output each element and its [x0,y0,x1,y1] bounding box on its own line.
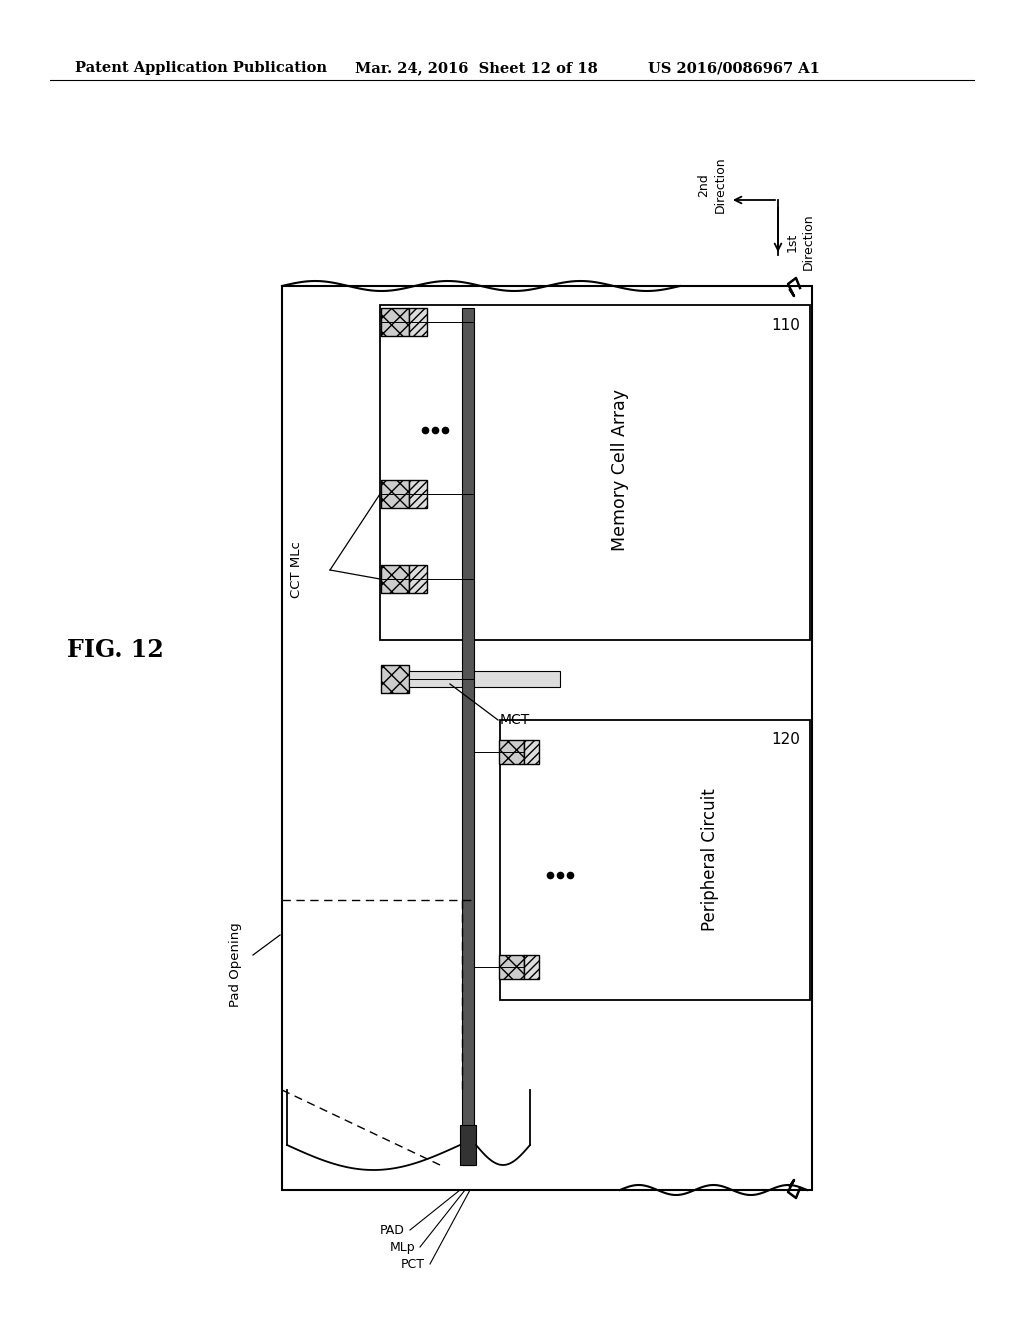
Bar [381,308,409,337]
Text: Memory Cell Array: Memory Cell Array [611,389,629,550]
Bar [409,480,427,508]
Bar [409,308,427,337]
Text: CCT MLc: CCT MLc [290,541,303,598]
Text: Pad Opening: Pad Opening [228,923,242,1007]
Text: 110: 110 [771,318,800,333]
Bar [381,565,409,593]
Bar [524,741,539,764]
Text: MCT: MCT [500,713,530,727]
Bar [381,665,409,693]
Bar [462,308,474,1166]
Bar [381,480,409,508]
Text: 2nd
Direction: 2nd Direction [697,157,726,214]
Bar [282,286,812,1191]
Text: US 2016/0086967 A1: US 2016/0086967 A1 [648,61,820,75]
Bar [499,954,524,979]
Bar [409,565,427,593]
Bar [380,305,810,640]
Text: 120: 120 [771,733,800,747]
Text: Peripheral Circuit: Peripheral Circuit [701,788,719,932]
Text: 1st
Direction: 1st Direction [785,214,814,271]
Text: Mar. 24, 2016  Sheet 12 of 18: Mar. 24, 2016 Sheet 12 of 18 [355,61,598,75]
Text: Patent Application Publication: Patent Application Publication [75,61,327,75]
Text: PCT: PCT [401,1258,425,1270]
Bar [499,741,524,764]
Bar [500,719,810,1001]
Bar [524,954,539,979]
Text: FIG. 12: FIG. 12 [67,638,164,663]
Bar [460,1125,476,1166]
Text: PAD: PAD [380,1224,406,1237]
Text: MLp: MLp [389,1241,415,1254]
Bar [409,671,560,686]
